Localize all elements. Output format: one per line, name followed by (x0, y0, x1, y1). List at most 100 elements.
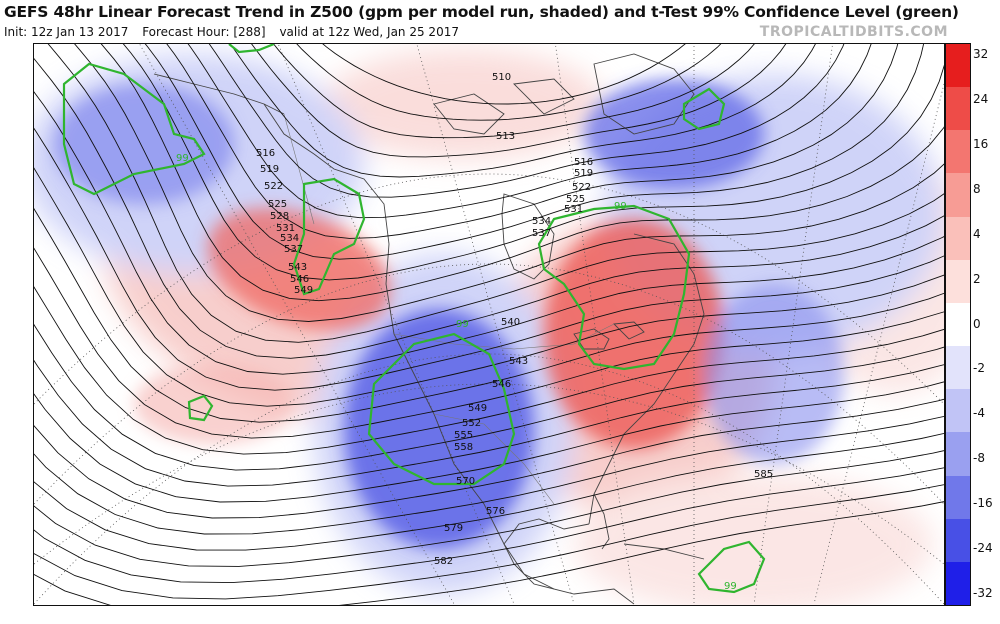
height-contour (208, 44, 845, 198)
height-contour (34, 484, 944, 600)
confidence-regions (62, 44, 766, 594)
height-contour (34, 398, 944, 519)
contour-label: 546 (290, 274, 309, 285)
contour-label: 543 (509, 356, 528, 367)
colorbar-tick-label: 24 (973, 91, 989, 106)
contour-label: 543 (288, 262, 307, 273)
forecast-hour: Forecast Hour: [288] (142, 25, 266, 39)
source-watermark: TROPICALTIDBITS.COM (759, 24, 948, 40)
confidence-label: 99 (176, 153, 189, 164)
contour-label: 531 (564, 204, 583, 215)
colorbar-segment (946, 302, 970, 347)
pos-carib (574, 474, 934, 605)
contour-label: 537 (284, 244, 303, 255)
map-title: GEFS 48hr Linear Forecast Trend in Z500 … (4, 3, 959, 21)
colorbar-segment (946, 389, 970, 433)
height-contour (34, 450, 944, 567)
contour-label: 585 (754, 469, 773, 480)
alaska-coast (153, 73, 285, 115)
confidence-label: 99 (614, 201, 627, 212)
contour-label: 576 (486, 506, 505, 517)
contour-label: 528 (270, 211, 289, 222)
height-contour (34, 247, 944, 439)
contour-label: 534 (280, 233, 299, 244)
contour-labels: 5165195225255285315345375435465495165195… (176, 72, 773, 592)
colorbar-segment (946, 87, 970, 131)
confidence-label: 99 (724, 581, 737, 592)
colorbar-tick-label: 16 (973, 136, 989, 151)
height-contour (34, 323, 944, 471)
conf-east-na (537, 204, 691, 371)
trend-shading (34, 49, 944, 605)
init-time: Init: 12z Jan 13 2017 (4, 25, 129, 39)
pos-arctic (324, 49, 604, 159)
contour-label: 579 (444, 523, 463, 534)
colorbar-segment (946, 432, 970, 477)
contour-label: 537 (532, 228, 551, 239)
contour-label: 522 (264, 181, 283, 192)
contour-label: 582 (434, 556, 453, 567)
contour-label: 540 (501, 317, 520, 328)
height-contour (34, 432, 944, 551)
height-contour (47, 44, 944, 343)
conf-atlantic (682, 87, 726, 131)
hudson-bay (501, 193, 555, 280)
height-contour (273, 44, 755, 139)
contour-label: 531 (276, 223, 295, 234)
colorbar-tick-label: -32 (973, 586, 993, 600)
graticule (34, 44, 944, 605)
contour-label: 570 (456, 476, 475, 487)
height-contour (34, 167, 944, 407)
contour-label: 525 (268, 199, 287, 210)
colorbar (945, 43, 971, 606)
colorbar-segment (946, 561, 970, 606)
height-contour (187, 44, 872, 219)
colorbar-segment (946, 259, 970, 304)
contour-label: 519 (260, 164, 279, 175)
contour-label: 534 (532, 216, 551, 227)
height-contours (34, 44, 944, 605)
mexico (503, 543, 635, 605)
height-contour (144, 44, 925, 260)
conf-alaska-offshore (292, 177, 366, 296)
colorbar-tick-label: -2 (973, 361, 985, 376)
height-contour (74, 44, 944, 322)
na-west-coast (263, 103, 555, 590)
colorbar-segment (946, 130, 970, 174)
height-contour (122, 44, 944, 281)
colorbar-segment (946, 518, 970, 563)
contour-label: 525 (566, 194, 585, 205)
confidence-label: 99 (456, 319, 469, 330)
contour-label: 555 (454, 430, 473, 441)
conf-carib (697, 540, 766, 594)
height-contour (34, 359, 944, 487)
height-contour (34, 127, 944, 391)
height-contour (322, 44, 686, 105)
height-contour (34, 467, 944, 584)
contour-label: 558 (454, 442, 473, 453)
colorbar-segment (946, 346, 970, 390)
contour-label: 549 (294, 285, 313, 296)
height-contour (229, 44, 816, 178)
height-contour (34, 57, 944, 359)
colorbar-segment (946, 173, 970, 218)
height-contour (34, 501, 944, 605)
colorbar-tick-label: 8 (973, 181, 981, 196)
height-contour (34, 381, 944, 503)
colorbar-tick-label: 4 (973, 226, 981, 241)
canada-archipelago (433, 78, 575, 135)
colorbar-tick-label: -4 (973, 406, 985, 421)
colorbar-tick-label: -8 (973, 451, 985, 466)
height-contour (251, 44, 787, 158)
height-contour (166, 44, 899, 239)
colorbar-segment (946, 216, 970, 261)
height-contour (34, 286, 944, 455)
forecast-map: 516 519 522 525 528 531 534 537 543 546 549 516 519 5… (33, 43, 945, 606)
contour-label: 549 (468, 403, 487, 414)
conf-hawaii (187, 394, 214, 422)
valid-time: valid at 12z Wed, Jan 25 2017 (279, 25, 459, 39)
contour-label: 510 (492, 72, 511, 83)
height-contour (100, 44, 944, 302)
colorbar-segment (946, 475, 970, 520)
map-canvas: 5165195225255285315345375435465495165195… (34, 44, 944, 605)
